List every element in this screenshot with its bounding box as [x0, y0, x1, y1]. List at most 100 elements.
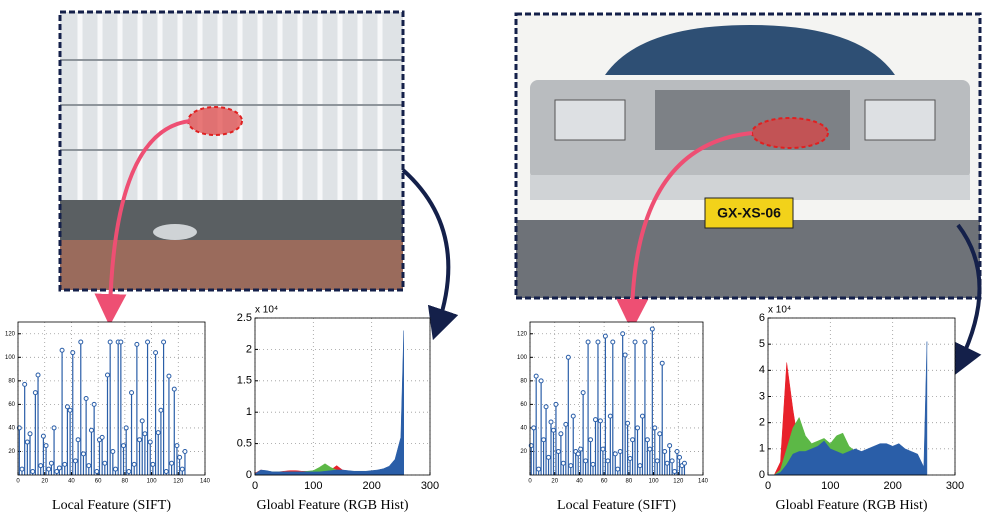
stem-marker — [584, 459, 588, 463]
stem-marker — [596, 340, 600, 344]
stem-marker — [76, 438, 80, 442]
stem-marker — [114, 467, 118, 471]
stem-marker — [162, 340, 166, 344]
stem-marker — [151, 462, 155, 466]
x-tick-label: 200 — [362, 480, 380, 492]
y-tick-label: 2 — [759, 417, 765, 429]
stem-marker — [554, 402, 558, 406]
arrow-global — [403, 170, 448, 325]
y-tick-label: 120 — [5, 331, 16, 337]
stem-marker — [180, 467, 184, 471]
x-tick-label: 100 — [304, 480, 322, 492]
y-tick-label: 60 — [8, 402, 15, 408]
x-tick-label: 20 — [41, 479, 48, 485]
caption: Gloabl Feature (RGB Hist) — [256, 498, 408, 513]
stem-marker — [547, 455, 551, 459]
y-tick-label: 6 — [759, 312, 765, 324]
stem-marker — [675, 449, 679, 453]
x-tick-label: 300 — [946, 480, 964, 492]
y-tick-label: 1 — [759, 443, 765, 455]
page: GX-XS-06 0204060801001201402040608010012… — [0, 0, 994, 519]
stem-marker — [49, 461, 53, 465]
stem-marker — [172, 387, 176, 391]
stem-marker — [39, 464, 43, 468]
x-tick-label: 0 — [16, 479, 20, 485]
stem-marker — [92, 402, 96, 406]
stem-marker — [660, 361, 664, 365]
stem-marker — [124, 426, 128, 430]
stem-marker — [79, 340, 83, 344]
stem-marker — [655, 459, 659, 463]
stem-marker — [105, 373, 109, 377]
stem-marker — [156, 431, 160, 435]
photo-car: GX-XS-06 — [516, 14, 980, 298]
stem-marker — [143, 432, 147, 436]
stem-marker — [119, 340, 123, 344]
stem-marker — [132, 462, 136, 466]
x-tick-label: 100 — [821, 480, 839, 492]
x-tick-label: 120 — [173, 479, 184, 485]
stem-marker — [537, 467, 541, 471]
stem-marker — [60, 348, 64, 352]
stem-marker — [626, 421, 630, 425]
stem-marker — [621, 332, 625, 336]
x-tick-label: 80 — [626, 479, 633, 485]
stem-marker — [611, 340, 615, 344]
stem-marker — [618, 449, 622, 453]
x-tick-label: 20 — [551, 479, 558, 485]
stem-marker — [138, 438, 142, 442]
stem-marker — [569, 464, 573, 468]
stem-marker — [576, 452, 580, 456]
stem-marker — [178, 455, 182, 459]
y-tick-label: 0 — [246, 469, 252, 481]
stem-marker — [170, 461, 174, 465]
stem-marker — [84, 397, 88, 401]
x-tick-label: 100 — [147, 479, 158, 485]
stem-marker — [648, 447, 652, 451]
y-tick-label: 100 — [517, 355, 528, 361]
stem-marker — [28, 432, 32, 436]
stem-marker — [36, 373, 40, 377]
y-tick-label: 100 — [5, 355, 16, 361]
stem-marker — [25, 440, 29, 444]
caption: Gloabl Feature (RGB Hist) — [775, 498, 927, 513]
stem-marker — [57, 466, 61, 470]
stem-marker — [532, 426, 536, 430]
stem-marker — [87, 464, 91, 468]
stem-marker — [103, 461, 107, 465]
y-tick-label: 1 — [246, 406, 252, 418]
stem-marker — [127, 469, 131, 473]
x-tick-label: 0 — [528, 479, 532, 485]
y-tick-label: 80 — [520, 378, 527, 384]
stem-marker — [44, 444, 48, 448]
stem-marker — [645, 438, 649, 442]
y-tick-label: 120 — [517, 331, 528, 337]
stem-marker — [670, 459, 674, 463]
y-tick-label: 3 — [759, 390, 765, 402]
stem-marker — [586, 340, 590, 344]
stem-marker — [561, 461, 565, 465]
x-tick-label: 0 — [765, 480, 771, 492]
y-tick-label: 40 — [8, 426, 15, 432]
stem-marker — [140, 419, 144, 423]
stem-marker — [613, 452, 617, 456]
stem-marker — [564, 422, 568, 426]
stem-marker — [663, 449, 667, 453]
caption: Local Feature (SIFT) — [52, 498, 171, 513]
stem-marker — [678, 455, 682, 459]
stem-marker — [606, 459, 610, 463]
x-tick-label: 60 — [95, 479, 102, 485]
stem-marker — [623, 353, 627, 357]
stem-marker — [591, 462, 595, 466]
stem-marker — [549, 420, 553, 424]
stem-marker — [571, 414, 575, 418]
x-tick-label: 120 — [673, 479, 684, 485]
stem-marker — [579, 447, 583, 451]
stem-marker — [628, 457, 632, 461]
stem-marker — [603, 334, 607, 338]
stem-marker — [673, 469, 677, 473]
y-tick-label: 0 — [759, 469, 765, 481]
stem-marker — [183, 449, 187, 453]
stem-marker — [589, 438, 593, 442]
x-tick-label: 40 — [68, 479, 75, 485]
